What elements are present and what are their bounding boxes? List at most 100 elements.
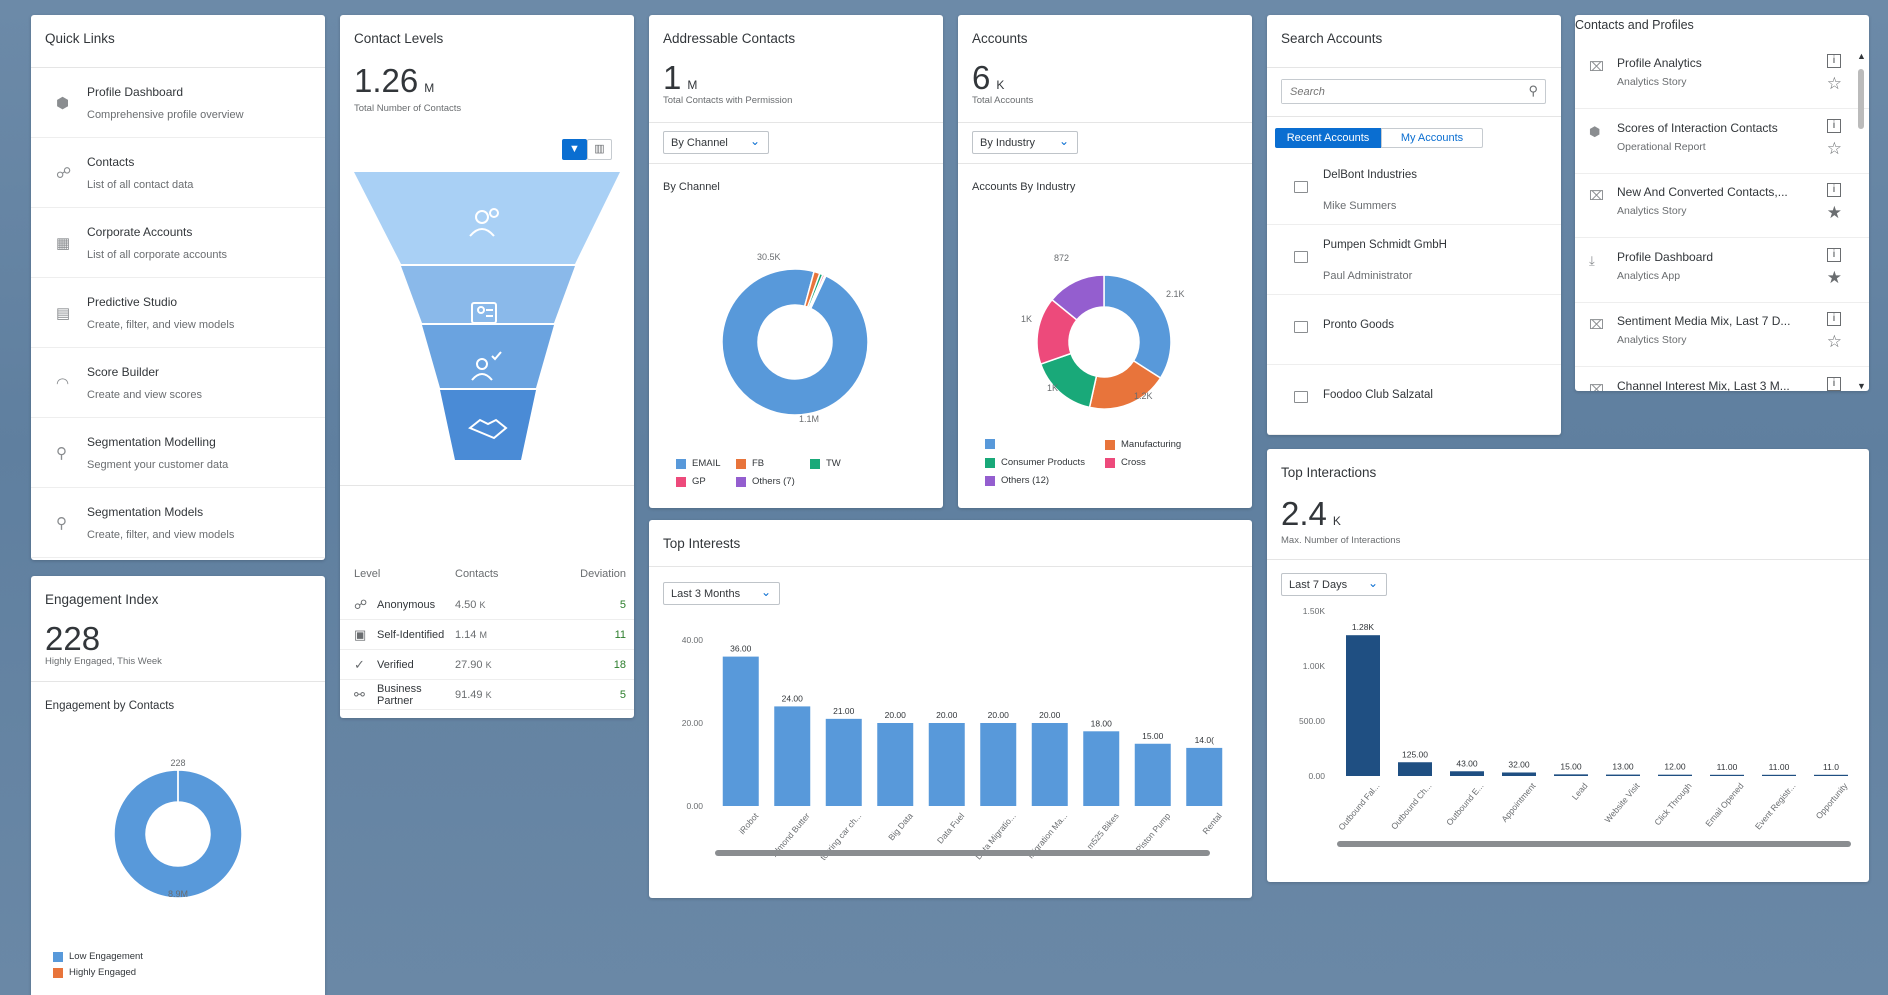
period-select[interactable]: Last 7 Days ⌄ (1281, 573, 1387, 596)
info-icon[interactable]: i (1827, 54, 1841, 68)
account-icon (1294, 181, 1308, 193)
self-identified-icon: ▣ (354, 627, 367, 642)
donut-slice[interactable] (809, 274, 827, 310)
chart-scrollbar[interactable] (1337, 841, 1851, 847)
bar[interactable] (1186, 747, 1223, 806)
donut-slice[interactable] (113, 769, 243, 899)
period-select[interactable]: Last 3 Months ⌄ (663, 582, 780, 605)
profile-item-type: Operational Report (1617, 140, 1706, 153)
table-header: Level Contacts Deviation (340, 562, 634, 584)
quick-link-item[interactable]: ◠ Score Builder Create and view scores (31, 348, 325, 418)
bar[interactable] (877, 723, 914, 806)
quick-link-item[interactable]: ▤ Predictive Studio Create, filter, and vi… (31, 278, 325, 348)
x-tick-label: Rental (1200, 811, 1224, 836)
bar[interactable] (774, 706, 811, 806)
table-row[interactable]: ✓ Verified 27.90 K 18 (340, 650, 634, 680)
bar[interactable] (1083, 731, 1120, 806)
info-icon[interactable]: i (1827, 247, 1841, 262)
quick-link-title: Segmentation Models (87, 505, 204, 519)
tab-recent-accounts[interactable]: Recent Accounts (1275, 128, 1381, 148)
favorite-star-icon[interactable]: ☆ (1826, 74, 1842, 93)
info-icon[interactable]: i (1827, 312, 1841, 326)
account-item[interactable]: Pronto Goods (1267, 295, 1561, 365)
info-icon[interactable]: i (1827, 376, 1841, 391)
donut-slice[interactable] (1050, 274, 1105, 321)
bar[interactable] (1762, 774, 1796, 776)
bar[interactable] (825, 718, 862, 806)
profile-item[interactable]: ⌧ Channel Interest Mix, Last 3 M... i (1575, 367, 1869, 391)
account-item[interactable]: Pumpen Schmidt GmbH Paul Administrator (1267, 225, 1561, 295)
channel-donut: 30.5K 1.1M (721, 252, 869, 424)
bar[interactable] (1502, 772, 1536, 776)
top-interests-card[interactable]: Top Interests Last 3 Months ⌄ 40.00 20.00 0… (649, 520, 1252, 898)
info-icon[interactable]: i (1827, 118, 1841, 133)
account-name: Foodoo Club Salzatal (1323, 389, 1433, 401)
bar[interactable] (1031, 723, 1068, 806)
column-header-contacts: Contacts (455, 568, 499, 580)
quick-link-item[interactable]: ⬢ Profile Dashboard Comprehensive profile … (31, 68, 325, 138)
account-item[interactable]: Foodoo Club Salzatal (1267, 365, 1561, 435)
bar[interactable] (1346, 635, 1380, 776)
table-row[interactable]: ⚯ Business Partner 91.49 K 5 (340, 680, 634, 710)
bar[interactable] (722, 656, 759, 806)
channel-select[interactable]: By Channel ⌄ (663, 131, 769, 154)
account-name: Pumpen Schmidt GmbH (1323, 239, 1447, 251)
funnel-view-toggle[interactable]: ▼ (562, 139, 587, 160)
legend-swatch (736, 458, 746, 469)
industry-select[interactable]: By Industry ⌄ (972, 131, 1078, 154)
bar[interactable] (1554, 774, 1588, 776)
account-item[interactable]: DelBont Industries Mike Summers (1267, 155, 1561, 225)
bar[interactable] (1398, 762, 1432, 776)
bar[interactable] (1134, 743, 1171, 806)
table-row[interactable]: ▣ Self-Identified 1.14 M 11 (340, 620, 634, 650)
info-icon[interactable]: i (1827, 183, 1841, 197)
story-icon: ⌧ (1589, 188, 1604, 203)
favorite-star-icon[interactable]: ★ (1826, 203, 1842, 222)
y-tick-label: 500.00 (1299, 716, 1325, 726)
table-row[interactable]: ☍ Anonymous 4.50 K 5 (340, 590, 634, 620)
quick-link-item[interactable]: ⚲ Segmentation Modelling Segment your cust… (31, 418, 325, 488)
profile-item[interactable]: ⌧ Sentiment Media Mix, Last 7 D... Analyti… (1575, 302, 1869, 367)
favorite-star-icon[interactable]: ☆ (1826, 332, 1842, 351)
scroll-up-icon[interactable]: ▲ (1857, 51, 1866, 61)
bar-value-label: 36.00 (730, 644, 752, 654)
search-icon[interactable]: ⚲ (1528, 83, 1538, 98)
scrollbar-thumb[interactable] (1858, 69, 1864, 129)
profile-item[interactable]: ⬢ Scores of Interaction Contacts Operation… (1575, 109, 1869, 174)
quick-link-item[interactable]: ▦ Corporate Accounts List of all corporate… (31, 208, 325, 278)
bar[interactable] (1710, 774, 1744, 776)
top-interactions-card[interactable]: Top Interactions 2.4 K Max. Number of Int… (1267, 449, 1869, 882)
favorite-star-icon[interactable]: ★ (1826, 267, 1842, 287)
contact-levels-card[interactable]: Contact Levels 1.26 M Total Number of Con… (340, 15, 634, 718)
search-field[interactable]: ⚲ (1281, 79, 1546, 104)
tab-my-accounts[interactable]: My Accounts (1381, 128, 1483, 148)
bar[interactable] (980, 723, 1017, 806)
bar[interactable] (928, 723, 965, 806)
profile-item[interactable]: ⌧ New And Converted Contacts,... Analytics… (1575, 173, 1869, 238)
bar[interactable] (1658, 774, 1692, 776)
bar[interactable] (1606, 774, 1640, 776)
account-person: Mike Summers (1323, 200, 1397, 212)
kpi-description: Max. Number of Interactions (1281, 535, 1401, 546)
donut-slice[interactable] (1103, 274, 1172, 380)
donut-slice[interactable] (721, 268, 869, 416)
contacts-cell: 4.50 K (455, 599, 486, 611)
engagement-index-card[interactable]: Engagement Index 228 Highly Engaged, Thi… (31, 576, 325, 995)
chart-scrollbar[interactable] (715, 850, 1210, 856)
y-tick-label: 20.00 (682, 718, 704, 728)
scrollbar[interactable]: ▲ ▼ (1857, 51, 1866, 391)
quick-link-item[interactable]: ⚲ Segmentation Models Create, filter, and … (31, 488, 325, 558)
scroll-down-icon[interactable]: ▼ (1857, 381, 1866, 391)
bar[interactable] (1450, 771, 1484, 776)
legend-swatch (985, 439, 995, 449)
studio-icon: ▤ (56, 305, 71, 322)
favorite-star-icon[interactable]: ☆ (1826, 138, 1842, 158)
profile-item[interactable]: ⌧ Profile Analytics Analytics Story i ☆ (1575, 44, 1869, 109)
search-input[interactable] (1282, 80, 1502, 103)
bar[interactable] (1814, 774, 1848, 776)
profile-item[interactable]: ⤓ Profile Dashboard Analytics App i ★ (1575, 238, 1869, 303)
quick-link-item[interactable]: ☍ Contacts List of all contact data (31, 138, 325, 208)
bar-view-toggle[interactable]: ▥ (587, 139, 612, 160)
